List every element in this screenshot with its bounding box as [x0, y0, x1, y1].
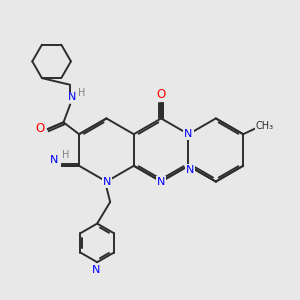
Text: O: O	[35, 122, 44, 135]
Text: N: N	[50, 155, 58, 165]
Text: N: N	[68, 92, 76, 102]
Text: O: O	[157, 88, 166, 101]
Text: N: N	[157, 177, 165, 187]
Text: N: N	[186, 165, 194, 175]
Text: CH₃: CH₃	[256, 121, 274, 131]
Text: N: N	[184, 129, 193, 139]
Text: N: N	[92, 266, 100, 275]
Text: N: N	[186, 165, 194, 175]
Text: N: N	[92, 266, 100, 275]
Text: H: H	[78, 88, 86, 98]
Text: N: N	[103, 177, 111, 187]
Text: N: N	[103, 177, 111, 187]
Text: N: N	[184, 129, 193, 139]
Text: H: H	[62, 150, 69, 161]
Text: N: N	[157, 177, 165, 187]
